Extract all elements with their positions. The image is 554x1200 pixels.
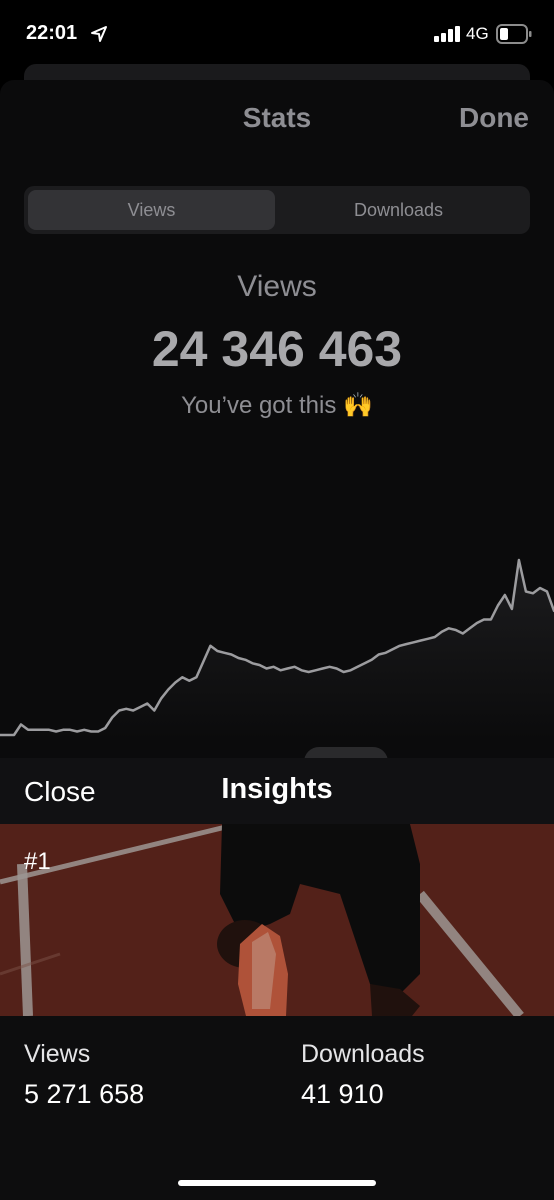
battery-icon bbox=[496, 24, 532, 44]
network-type: 4G bbox=[466, 24, 489, 43]
insight-stats: Views 5 271 658 Downloads 41 910 bbox=[0, 1016, 554, 1200]
stat-downloads: Downloads 41 910 bbox=[301, 1040, 425, 1110]
stat-downloads-label: Downloads bbox=[301, 1040, 425, 1068]
stat-views-value: 5 271 658 bbox=[24, 1079, 145, 1109]
metric-caption: You’ve got this 🙌 bbox=[181, 392, 373, 419]
insights-header: Close Insights bbox=[0, 758, 554, 824]
insights-title: Insights bbox=[221, 773, 333, 805]
cellular-signal-icon bbox=[434, 26, 460, 42]
stat-views: Views 5 271 658 bbox=[24, 1040, 144, 1110]
location-arrow-icon bbox=[91, 26, 107, 42]
segmented-control: Views Downloads bbox=[24, 186, 530, 234]
status-bar: 22:01 4G bbox=[0, 0, 554, 66]
insight-photo[interactable]: #1 bbox=[0, 824, 554, 1016]
metric-label: Views bbox=[237, 270, 317, 303]
sheet-title: Stats bbox=[242, 102, 312, 133]
metric-value: 24 346 463 bbox=[151, 321, 403, 377]
stat-downloads-value: 41 910 bbox=[301, 1079, 384, 1109]
chart-area-fill bbox=[0, 560, 554, 740]
done-button[interactable]: Done bbox=[459, 102, 529, 133]
rank-label: #1 bbox=[24, 848, 51, 875]
close-button[interactable]: Close bbox=[24, 776, 96, 807]
chart-series-line bbox=[0, 558, 554, 737]
segment-downloads[interactable]: Downloads bbox=[353, 200, 444, 220]
stat-views-label: Views bbox=[24, 1040, 91, 1068]
segment-views[interactable]: Views bbox=[28, 190, 275, 230]
status-time: 22:01 bbox=[26, 22, 78, 44]
views-chart bbox=[0, 558, 554, 740]
insights-panel: Close Insights #1 Views 5 271 658 Dow bbox=[0, 758, 554, 1200]
stats-sheet: Stats Done Views Downloads Views 24 346 … bbox=[0, 80, 554, 780]
home-indicator[interactable] bbox=[178, 1180, 376, 1186]
